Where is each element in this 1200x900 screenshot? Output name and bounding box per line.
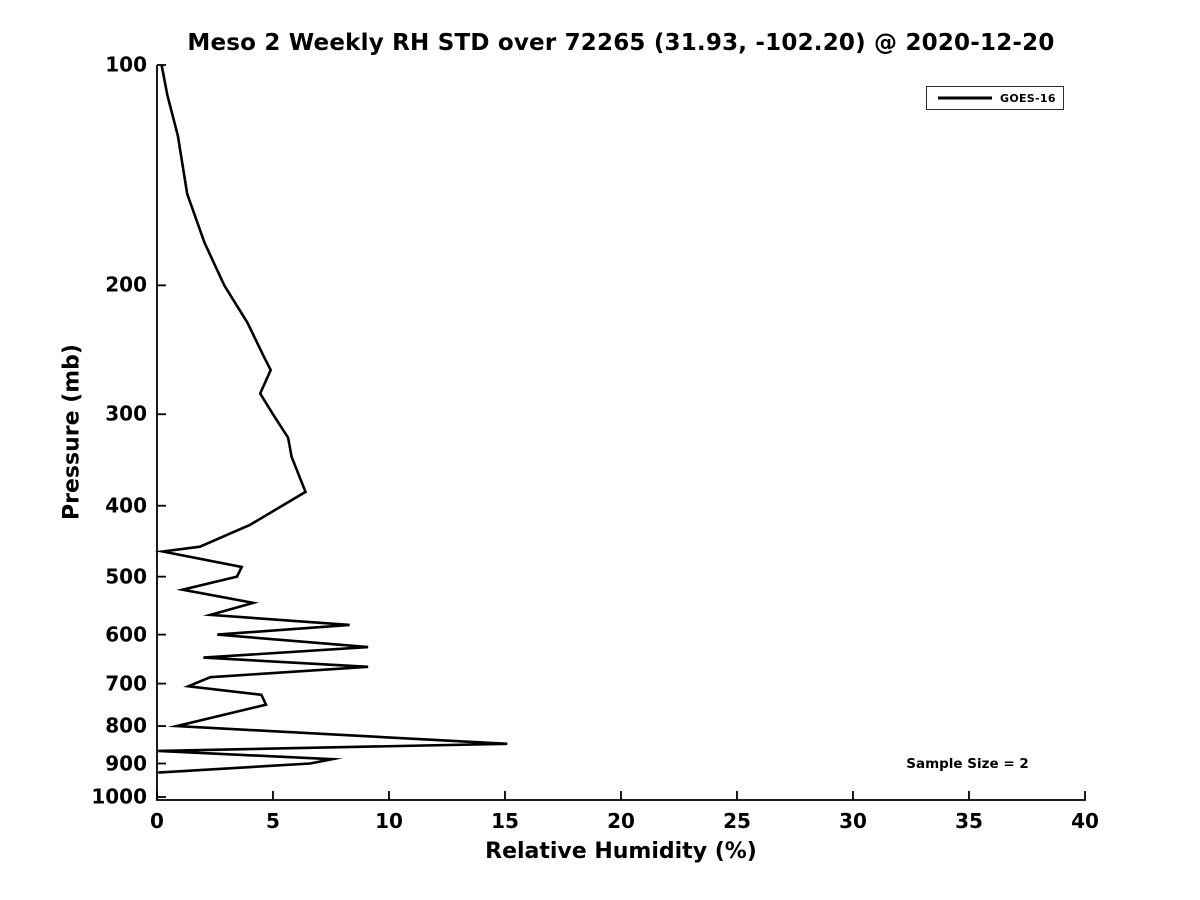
sample-size-annotation: Sample Size = 2 — [906, 756, 1029, 772]
x-tick-label-35: 35 — [955, 809, 983, 833]
legend: GOES-16 — [926, 86, 1064, 110]
legend-label: GOES-16 — [1000, 91, 1056, 105]
x-tick-label-5: 5 — [266, 809, 280, 833]
x-axis-label: Relative Humidity (%) — [485, 839, 757, 864]
x-tick-label-30: 30 — [839, 809, 867, 833]
x-tick-label-40: 40 — [1071, 809, 1099, 833]
y-tick-label-600: 600 — [105, 622, 147, 647]
x-tick-label-10: 10 — [375, 809, 403, 833]
x-tick-label-25: 25 — [723, 809, 751, 833]
x-tick-label-20: 20 — [607, 809, 635, 833]
y-tick-label-400: 400 — [105, 493, 147, 518]
y-axis-label: Pressure (mb) — [59, 344, 85, 520]
chart-title: Meso 2 Weekly RH STD over 72265 (31.93, … — [187, 30, 1055, 56]
y-tick-label-1000: 1000 — [91, 784, 147, 809]
y-tick-label-100: 100 — [105, 52, 147, 77]
legend-line-icon — [938, 96, 992, 100]
x-tick-label-0: 0 — [150, 809, 164, 833]
y-tick-label-800: 800 — [105, 713, 147, 738]
y-tick-label-500: 500 — [105, 564, 147, 589]
y-tick-label-200: 200 — [105, 272, 147, 297]
y-tick-label-700: 700 — [105, 671, 147, 696]
y-tick-label-300: 300 — [105, 401, 147, 426]
x-tick-label-15: 15 — [491, 809, 519, 833]
series-line-goes-16 — [154, 64, 508, 774]
y-tick-label-900: 900 — [105, 751, 147, 776]
